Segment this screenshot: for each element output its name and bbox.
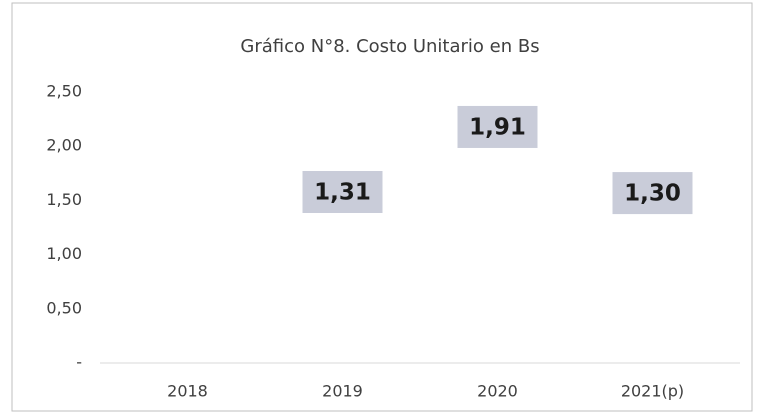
- value-label: 1,30: [624, 181, 681, 207]
- chart-border: [11, 2, 753, 412]
- x-tick-label: 2019: [322, 382, 363, 401]
- value-label-box: [302, 170, 383, 213]
- x-tick-label: 2018: [167, 382, 208, 401]
- value-label: 1,91: [469, 114, 526, 140]
- chart-title: Gráfico N°8. Costo Unitario en Bs: [240, 36, 539, 57]
- y-tick-label: 1,50: [46, 190, 82, 209]
- y-tick-label: 0,50: [46, 298, 82, 317]
- y-tick-label: 2,50: [46, 82, 82, 101]
- x-tick-label: 2021(p): [621, 382, 684, 401]
- value-label: 1,31: [314, 179, 371, 205]
- y-tick-label: 1,00: [46, 244, 82, 263]
- value-label-box: [457, 105, 538, 148]
- x-tick-label: 2020: [477, 382, 518, 401]
- y-tick-label: 2,00: [46, 136, 82, 155]
- value-label-box: [612, 172, 693, 215]
- y-tick-label: -: [76, 353, 82, 372]
